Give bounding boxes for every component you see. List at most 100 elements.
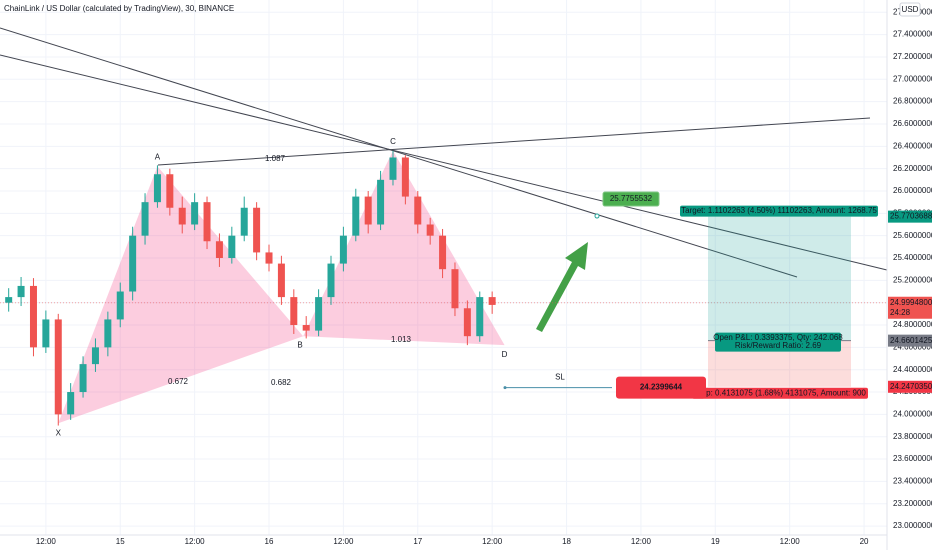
stop-price-label: 24.2470350	[890, 382, 932, 391]
price-axis	[887, 0, 932, 550]
candle-body	[426, 224, 434, 236]
pattern-ratio: 1.013	[391, 335, 412, 344]
x-tick-label: 18	[562, 537, 571, 546]
candle-body	[215, 241, 223, 259]
candle-body	[377, 179, 385, 225]
candle-body	[42, 319, 50, 348]
candle-body	[389, 157, 397, 180]
candle-body	[414, 196, 422, 225]
sl-label: SL	[555, 373, 565, 382]
chart-title: ChainLink / US Dollar (calculated by Tra…	[4, 4, 234, 13]
x-tick-label: 12:00	[780, 537, 801, 546]
candle-body	[153, 174, 161, 203]
candle-body	[277, 263, 285, 298]
y-tick-label: 25.4000000	[893, 253, 932, 262]
candle-body	[463, 308, 471, 337]
x-tick-label: 17	[413, 537, 422, 546]
candle-body	[91, 347, 99, 365]
stop-price-label-box	[888, 380, 932, 393]
pattern-area	[58, 166, 304, 424]
candle-body	[315, 297, 323, 331]
candle-body	[29, 285, 37, 348]
last-price-box	[888, 296, 932, 319]
y-tick-label: 23.2000000	[893, 499, 932, 508]
candle-body	[290, 297, 298, 326]
y-tick-label: 27.2000000	[893, 52, 932, 61]
candle-body	[191, 202, 199, 225]
candle-body	[116, 291, 124, 320]
entry-price-label: 24.6601425	[890, 336, 932, 345]
pnl-label: Open P&L: 0.3393375, Qty: 242.068	[713, 333, 843, 342]
candle-body	[302, 325, 310, 331]
stop-label-box	[692, 387, 868, 399]
profit-zone	[708, 216, 851, 341]
x-tick-label: 19	[711, 537, 720, 546]
y-tick-label: 24.6000000	[893, 342, 932, 351]
candle-body	[327, 263, 335, 298]
x-tick-label: 16	[265, 537, 274, 546]
candle-body	[178, 207, 186, 225]
candle-body	[439, 235, 447, 270]
target-price-label-box	[888, 210, 932, 223]
candle-body	[129, 235, 137, 292]
sl-price-label: 24.2399644	[640, 383, 683, 392]
candle-body	[54, 319, 62, 415]
x-tick-label: 12:00	[185, 537, 206, 546]
candle-body	[228, 235, 236, 259]
last-price-label: 24.9994800	[890, 298, 932, 307]
trend-line	[157, 117, 871, 166]
marker-point	[594, 213, 600, 219]
candle-body	[17, 285, 25, 298]
pattern-point-label: D	[502, 350, 508, 359]
currency-label: USD	[902, 5, 919, 14]
target-label: Target: 1.1102263 (4.50%) 11102263, Amou…	[681, 206, 877, 215]
x-tick-label: 12:00	[36, 537, 57, 546]
currency-box	[899, 2, 921, 17]
candle-body	[203, 202, 211, 242]
pattern-point-label: X	[56, 428, 62, 437]
candle-body	[339, 235, 347, 264]
marker-label: 25.7755532	[610, 194, 653, 203]
x-tick-label: 12:00	[333, 537, 354, 546]
sl-point	[503, 386, 507, 390]
y-tick-label: 26.0000000	[893, 186, 932, 195]
y-tick-label: 25.2000000	[893, 275, 932, 284]
y-tick-label: 24.0000000	[893, 409, 932, 418]
candle-body	[451, 269, 459, 309]
candle-body	[476, 297, 484, 337]
entry-price-label-box	[888, 334, 932, 347]
candle-body	[79, 364, 87, 393]
pattern-ratio: 0.672	[168, 377, 189, 386]
y-tick-label: 25.6000000	[893, 231, 932, 240]
x-tick-label: 12:00	[482, 537, 503, 546]
y-tick-label: 26.8000000	[893, 97, 932, 106]
arrow	[536, 242, 588, 332]
candle-body	[166, 174, 174, 208]
sl-price-box	[616, 376, 706, 399]
pattern-ratio: 1.087	[265, 154, 286, 163]
candle-body	[488, 297, 496, 305]
pattern-ratio: 0.682	[271, 378, 292, 387]
marker-box	[602, 191, 660, 207]
candle-body	[67, 392, 75, 415]
y-tick-label: 27.0000000	[893, 74, 932, 83]
candle-body	[104, 319, 112, 348]
drawings	[0, 27, 888, 332]
y-tick-label: 26.6000000	[893, 119, 932, 128]
target-label-box	[680, 205, 878, 217]
candle-body	[364, 196, 372, 225]
time-axis	[0, 535, 887, 550]
y-tick-label: 24.8000000	[893, 320, 932, 329]
candle-body	[352, 196, 360, 236]
grid	[0, 0, 887, 535]
pnl-label-box	[715, 332, 841, 352]
y-tick-label: 24.4000000	[893, 365, 932, 374]
y-tick-label: 23.8000000	[893, 432, 932, 441]
candle-body	[265, 252, 273, 264]
x-tick-label: 12:00	[631, 537, 652, 546]
x-tick-label: 20	[860, 537, 869, 546]
y-tick-label: 23.0000000	[893, 521, 932, 530]
candle-body	[401, 157, 409, 197]
